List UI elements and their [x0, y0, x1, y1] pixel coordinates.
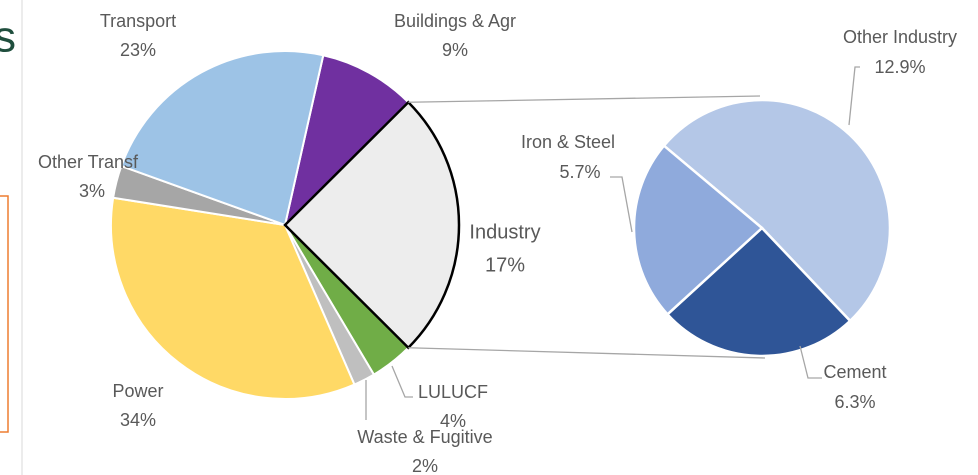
- cut-title: s: [0, 13, 16, 62]
- slice: [110, 196, 356, 400]
- slice-label: Industry: [469, 221, 540, 243]
- slice: [120, 50, 325, 227]
- leader-line: [610, 176, 633, 233]
- slice-label: Waste & Fugitive: [357, 427, 492, 447]
- slice: [662, 98, 892, 323]
- slice-label: Transport: [100, 11, 176, 31]
- value-label: 2%: [412, 456, 438, 475]
- slice-label: Cement: [823, 362, 886, 382]
- slice: [665, 226, 852, 358]
- plot: Buildings & Agr 9% Industry 17% LULUCF 4%Wast…: [38, 11, 957, 475]
- value-label: 17%: [485, 254, 525, 276]
- slice-label: Iron & Steel: [521, 132, 615, 152]
- slice-label: Other Industry: [843, 27, 957, 47]
- value-label: 34%: [120, 410, 156, 430]
- slice: [283, 100, 461, 350]
- side-box: [0, 195, 9, 433]
- value-label: 23%: [120, 40, 156, 60]
- value-label: 3%: [79, 181, 105, 201]
- value-label: 9%: [442, 40, 468, 60]
- connector: [408, 347, 766, 359]
- slice-label: Buildings & Agr: [394, 11, 516, 31]
- value-label: 12.9%: [874, 57, 925, 77]
- leader-line: [391, 365, 413, 398]
- slice-label: LULUCF: [418, 382, 488, 402]
- value-label: 5.7%: [559, 162, 600, 182]
- slice-label: Power: [112, 381, 163, 401]
- connector: [408, 95, 761, 103]
- slice: [632, 143, 764, 317]
- slice-label: Other Transf: [38, 152, 139, 172]
- leader-line: [799, 345, 822, 379]
- value-label: 6.3%: [834, 392, 875, 412]
- leader-line: [848, 66, 860, 126]
- value-label: 4%: [440, 411, 466, 431]
- slice: [283, 54, 410, 229]
